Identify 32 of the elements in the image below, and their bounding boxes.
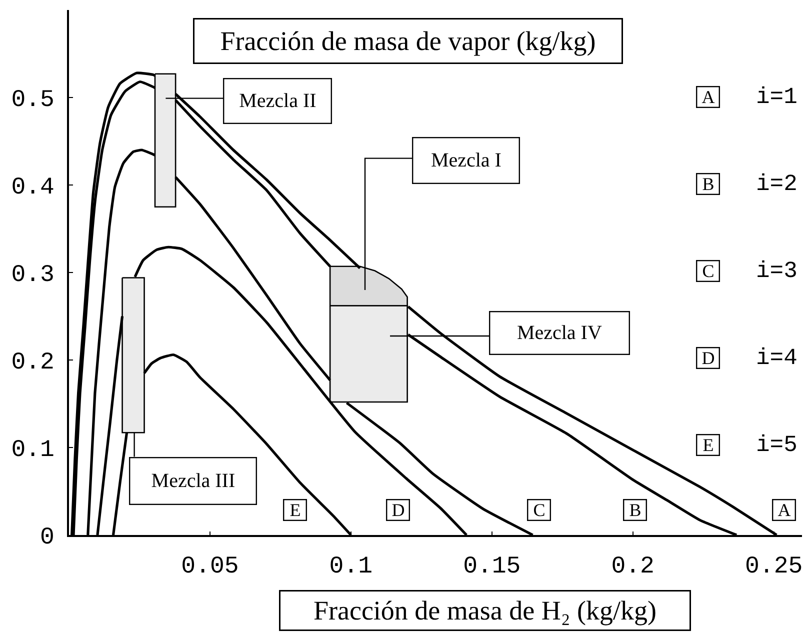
annotation: Mezcla II xyxy=(239,90,316,112)
series-label: C xyxy=(533,500,546,520)
annotation: i=5 xyxy=(756,432,798,458)
annotation: i=2 xyxy=(756,171,798,197)
y-tick-label: 0 xyxy=(40,524,54,552)
series-label: E xyxy=(290,500,301,520)
series-label: D xyxy=(392,500,405,520)
x-tick-label: 0.1 xyxy=(329,554,373,581)
y-tick-label: 0.5 xyxy=(11,86,54,114)
x-tick-label: 0.05 xyxy=(181,554,239,581)
y-tick-label: 0.4 xyxy=(11,174,54,202)
x-axis-title: Fracción de masa de H₂ (kg/kg) xyxy=(313,596,657,626)
text: A xyxy=(702,87,715,108)
annotation: i=3 xyxy=(756,258,798,284)
y-tick-label: 0.1 xyxy=(11,436,54,464)
annotation: Mezcla III xyxy=(151,470,236,492)
text: E xyxy=(702,435,714,456)
y-tick-label: 0.3 xyxy=(11,262,54,289)
x-tick-label: 0.15 xyxy=(463,554,521,581)
x-tick-label: 0.25 xyxy=(745,554,803,581)
text: D xyxy=(702,348,715,368)
x-tick-label: 0.2 xyxy=(611,554,654,581)
text: B xyxy=(702,174,714,194)
series-label: A xyxy=(778,500,791,520)
y-tick-label: 0.2 xyxy=(11,349,54,376)
text: Fracción de masa de vapor (kg/kg) xyxy=(220,26,596,56)
annotation: Mezcla I xyxy=(430,150,502,172)
annotation: i=1 xyxy=(756,84,798,110)
text: C xyxy=(702,261,714,282)
annotation: Mezcla IV xyxy=(516,322,602,344)
annotation: i=4 xyxy=(756,345,798,371)
series-label: B xyxy=(629,500,642,520)
